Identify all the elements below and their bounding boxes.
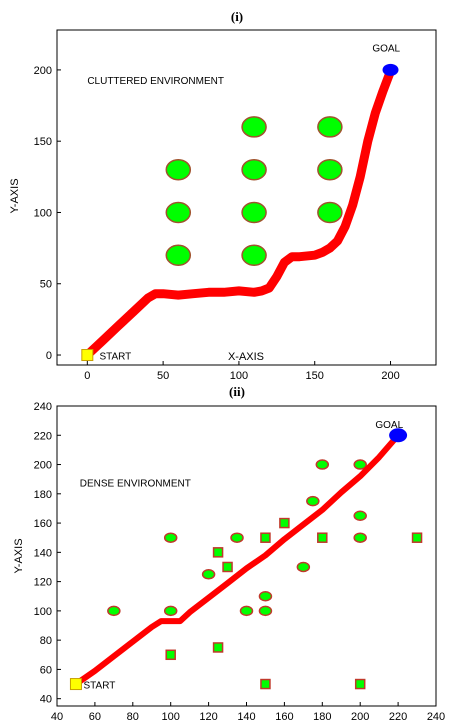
obstacle-square: [317, 532, 328, 543]
y-tick-label: 0: [46, 350, 52, 362]
y-tick-label: 40: [40, 694, 52, 706]
obstacle-ellipse: [107, 605, 121, 617]
y-ticks: 0 50 100 150 200: [34, 65, 61, 362]
obstacle-ellipse: [239, 605, 254, 617]
x-tick-label: 80: [127, 711, 139, 723]
obstacle-ellipse: [165, 244, 192, 266]
obstacle-ellipse: [258, 605, 273, 617]
obstacle-square: [260, 678, 271, 690]
x-tick-label: 100: [162, 711, 180, 723]
start-marker: [69, 678, 82, 691]
y-tick-label: 160: [34, 518, 52, 530]
y-axis-label: Y-AXIS: [9, 178, 21, 213]
obstacle-ellipse: [315, 459, 330, 470]
annotations: DENSE ENVIRONMENT START GOAL: [80, 420, 404, 691]
y-tick-label: 220: [34, 430, 52, 442]
x-tick-label: 40: [51, 711, 63, 723]
obstacle-square: [212, 547, 224, 558]
robot-path: [82, 66, 395, 360]
y-tick-label: 140: [34, 547, 52, 559]
obstacles: [165, 116, 343, 266]
markers: [81, 63, 399, 362]
obstacles: [107, 459, 423, 690]
annotation-goal: GOAL: [375, 420, 403, 431]
obstacle-square: [354, 678, 366, 690]
x-tick-label: 160: [275, 711, 293, 723]
y-tick-label: 200: [34, 460, 52, 472]
obstacle-square: [411, 532, 423, 543]
x-tick-label: 180: [313, 711, 331, 723]
obstacle-ellipse: [165, 201, 192, 224]
obstacle-ellipse: [241, 116, 267, 138]
obstacle-ellipse: [201, 569, 216, 580]
obstacle-ellipse: [317, 116, 343, 138]
x-tick-label: 140: [237, 711, 255, 723]
annotation-start: START: [84, 680, 116, 691]
y-tick-label: 100: [34, 207, 52, 219]
annotation-cluttered-environment: CLUTTERED ENVIRONMENT: [87, 76, 224, 87]
panel-ii: (ii) 40 60 80 100 120 140 160 180 200 220 240 40 60…: [13, 384, 445, 723]
obstacle-square: [260, 532, 271, 543]
obstacle-ellipse: [163, 532, 178, 543]
obstacle-ellipse: [230, 532, 244, 543]
y-tick-label: 200: [34, 65, 52, 77]
obstacle-ellipse: [241, 158, 267, 181]
obstacle-square: [222, 561, 233, 573]
annotation-dense-environment: DENSE ENVIRONMENT: [80, 478, 191, 489]
y-tick-label: 100: [34, 606, 52, 618]
y-tick-label: 50: [40, 279, 52, 291]
annotation-goal: GOAL: [372, 43, 400, 54]
x-tick-label: 200: [351, 711, 369, 723]
y-tick-label: 80: [40, 635, 52, 647]
obstacle-ellipse: [258, 590, 273, 602]
y-tick-label: 240: [34, 401, 52, 413]
start-marker: [81, 349, 94, 362]
robot-path: [73, 432, 402, 687]
obstacle-ellipse: [241, 201, 267, 224]
y-axis-label: Y-AXIS: [13, 538, 25, 573]
obstacle-ellipse: [241, 244, 267, 266]
obstacle-ellipse: [165, 158, 192, 181]
markers: [69, 428, 408, 691]
x-tick-label: 120: [199, 711, 217, 723]
x-tick-label: 60: [89, 711, 101, 723]
x-tick-label: 200: [381, 370, 399, 382]
x-ticks: 40 60 80 100 120 140 160 180 200 220 240: [51, 702, 445, 723]
x-tick-label: 220: [389, 711, 407, 723]
x-axis-label: X-AXIS: [228, 351, 264, 363]
annotation-start: START: [99, 351, 131, 362]
y-tick-label: 150: [34, 136, 52, 148]
chart-title: (i): [231, 9, 243, 24]
goal-marker: [382, 63, 399, 76]
x-tick-label: 150: [306, 370, 324, 382]
y-tick-label: 60: [40, 664, 52, 676]
plot-frame: [56, 405, 437, 707]
y-ticks: 40 60 80 100 120 140 160 180 200 220 240: [34, 401, 61, 706]
obstacle-ellipse: [353, 532, 367, 543]
y-tick-label: 120: [34, 577, 52, 589]
panel-i: (i) 0 50 100 150 200 0 50 100 150 200 CLUTTERED …: [9, 9, 437, 382]
x-tick-label: 100: [230, 370, 248, 382]
obstacle-ellipse: [306, 495, 320, 507]
x-tick-label: 240: [427, 711, 445, 723]
obstacle-ellipse: [296, 561, 311, 573]
x-tick-label: 0: [84, 370, 90, 382]
y-tick-label: 180: [34, 489, 52, 501]
x-ticks: 0 50 100 150 200: [84, 361, 400, 382]
obstacle-ellipse: [317, 158, 343, 181]
x-tick-label: 50: [157, 370, 169, 382]
obstacle-ellipse: [317, 201, 343, 224]
obstacle-ellipse: [163, 605, 178, 617]
obstacle-square: [212, 642, 224, 653]
obstacle-ellipse: [353, 510, 367, 522]
obstacle-square: [165, 649, 176, 661]
plot-frame: [56, 29, 437, 366]
goal-marker: [389, 428, 408, 443]
annotations: CLUTTERED ENVIRONMENT START GOAL: [87, 43, 400, 362]
obstacle-square: [279, 517, 290, 529]
obstacle-ellipse: [353, 459, 367, 470]
chart-title: (ii): [229, 384, 245, 399]
